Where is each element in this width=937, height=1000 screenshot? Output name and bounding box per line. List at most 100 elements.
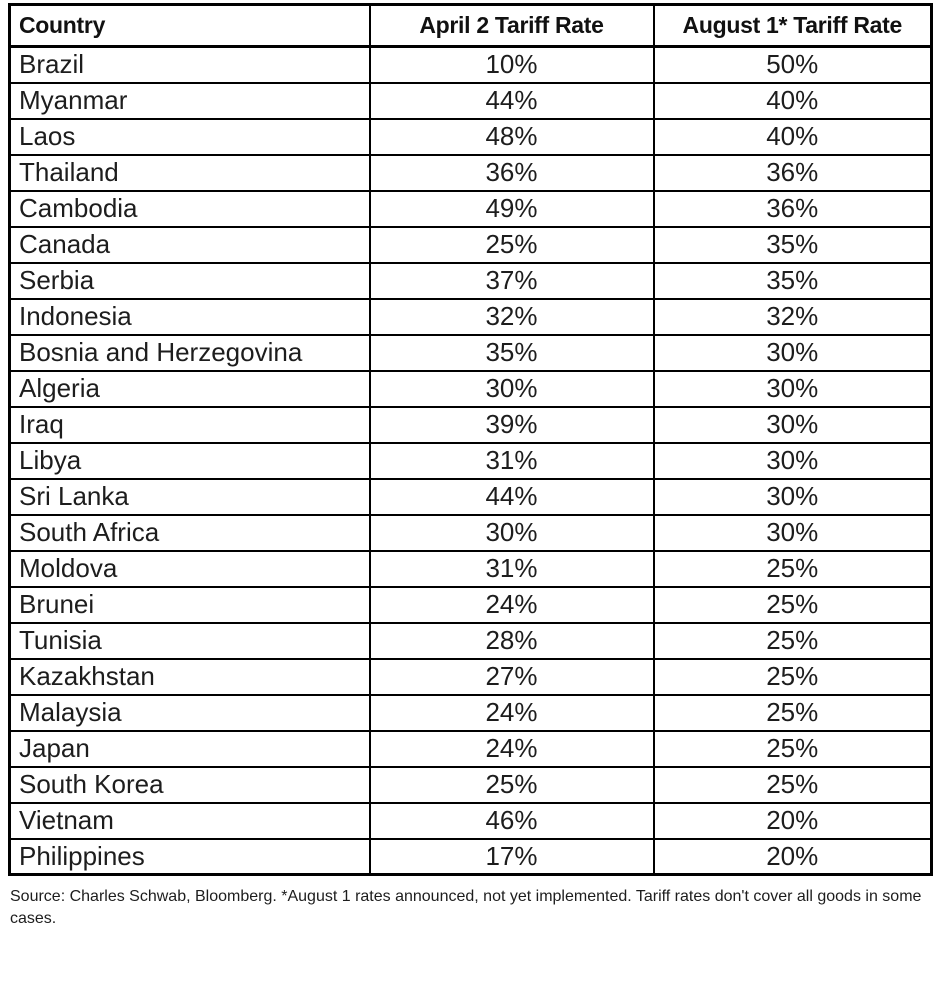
table-row: Bosnia and Herzegovina 35% 30% bbox=[8, 333, 933, 372]
april-2-rate-cell: 27% bbox=[368, 657, 655, 696]
august-1-rate-cell: 30% bbox=[652, 405, 933, 444]
country-cell: Japan bbox=[8, 729, 371, 768]
august-1-rate-cell: 25% bbox=[652, 693, 933, 732]
table-row: Iraq 39% 30% bbox=[8, 405, 933, 444]
country-cell: South Africa bbox=[8, 513, 371, 552]
country-cell: Philippines bbox=[8, 837, 371, 876]
country-cell: Malaysia bbox=[8, 693, 371, 732]
country-cell: Moldova bbox=[8, 549, 371, 588]
country-cell: Serbia bbox=[8, 261, 371, 300]
table-row: Philippines 17% 20% bbox=[8, 837, 933, 876]
country-cell: Tunisia bbox=[8, 621, 371, 660]
april-2-rate-cell: 24% bbox=[368, 729, 655, 768]
august-1-rate-cell: 40% bbox=[652, 117, 933, 156]
country-cell: Cambodia bbox=[8, 189, 371, 228]
august-1-rate-cell: 35% bbox=[652, 261, 933, 300]
april-2-rate-cell: 46% bbox=[368, 801, 655, 840]
april-2-rate-cell: 10% bbox=[368, 45, 655, 84]
table-row: Libya 31% 30% bbox=[8, 441, 933, 480]
april-2-rate-cell: 48% bbox=[368, 117, 655, 156]
april-2-rate-cell: 44% bbox=[368, 81, 655, 120]
country-cell: Libya bbox=[8, 441, 371, 480]
april-2-rate-cell: 17% bbox=[368, 837, 655, 876]
header-row: Country April 2 Tariff Rate August 1* Ta… bbox=[8, 3, 933, 48]
april-2-rate-cell: 24% bbox=[368, 585, 655, 624]
country-cell: South Korea bbox=[8, 765, 371, 804]
table-row: Cambodia 49% 36% bbox=[8, 189, 933, 228]
august-1-rate-cell: 30% bbox=[652, 477, 933, 516]
august-1-rate-cell: 20% bbox=[652, 801, 933, 840]
table-row: Japan 24% 25% bbox=[8, 729, 933, 768]
august-1-rate-cell: 25% bbox=[652, 549, 933, 588]
country-cell: Sri Lanka bbox=[8, 477, 371, 516]
column-header-april-2-tariff-rate: April 2 Tariff Rate bbox=[368, 3, 655, 48]
table-body: Brazil 10% 50% Myanmar 44% 40% Laos 48% … bbox=[8, 45, 933, 876]
column-header-country: Country bbox=[8, 3, 371, 48]
april-2-rate-cell: 37% bbox=[368, 261, 655, 300]
country-cell: Myanmar bbox=[8, 81, 371, 120]
table-row: Tunisia 28% 25% bbox=[8, 621, 933, 660]
country-cell: Indonesia bbox=[8, 297, 371, 336]
table-row: Malaysia 24% 25% bbox=[8, 693, 933, 732]
april-2-rate-cell: 44% bbox=[368, 477, 655, 516]
august-1-rate-cell: 40% bbox=[652, 81, 933, 120]
august-1-rate-cell: 36% bbox=[652, 153, 933, 192]
april-2-rate-cell: 24% bbox=[368, 693, 655, 732]
country-cell: Kazakhstan bbox=[8, 657, 371, 696]
table-row: Canada 25% 35% bbox=[8, 225, 933, 264]
august-1-rate-cell: 32% bbox=[652, 297, 933, 336]
country-cell: Canada bbox=[8, 225, 371, 264]
table-row: Brunei 24% 25% bbox=[8, 585, 933, 624]
table-row: South Africa 30% 30% bbox=[8, 513, 933, 552]
april-2-rate-cell: 36% bbox=[368, 153, 655, 192]
april-2-rate-cell: 35% bbox=[368, 333, 655, 372]
august-1-rate-cell: 20% bbox=[652, 837, 933, 876]
august-1-rate-cell: 30% bbox=[652, 441, 933, 480]
august-1-rate-cell: 25% bbox=[652, 765, 933, 804]
april-2-rate-cell: 31% bbox=[368, 549, 655, 588]
april-2-rate-cell: 32% bbox=[368, 297, 655, 336]
table-row: Moldova 31% 25% bbox=[8, 549, 933, 588]
august-1-rate-cell: 25% bbox=[652, 657, 933, 696]
august-1-rate-cell: 25% bbox=[652, 729, 933, 768]
april-2-rate-cell: 28% bbox=[368, 621, 655, 660]
april-2-rate-cell: 31% bbox=[368, 441, 655, 480]
tariff-table: Country April 2 Tariff Rate August 1* Ta… bbox=[8, 3, 933, 876]
table-row: Sri Lanka 44% 30% bbox=[8, 477, 933, 516]
august-1-rate-cell: 25% bbox=[652, 585, 933, 624]
source-footnote: Source: Charles Schwab, Bloomberg. *Augu… bbox=[10, 888, 922, 927]
april-2-rate-cell: 30% bbox=[368, 513, 655, 552]
august-1-rate-cell: 30% bbox=[652, 369, 933, 408]
country-cell: Brazil bbox=[8, 45, 371, 84]
country-cell: Bosnia and Herzegovina bbox=[8, 333, 371, 372]
country-cell: Algeria bbox=[8, 369, 371, 408]
august-1-rate-cell: 35% bbox=[652, 225, 933, 264]
country-cell: Iraq bbox=[8, 405, 371, 444]
april-2-rate-cell: 30% bbox=[368, 369, 655, 408]
table-row: Brazil 10% 50% bbox=[8, 45, 933, 84]
table-row: Kazakhstan 27% 25% bbox=[8, 657, 933, 696]
column-header-august-1-tariff-rate: August 1* Tariff Rate bbox=[652, 3, 933, 48]
table-row: Algeria 30% 30% bbox=[8, 369, 933, 408]
country-cell: Vietnam bbox=[8, 801, 371, 840]
table-row: Thailand 36% 36% bbox=[8, 153, 933, 192]
august-1-rate-cell: 30% bbox=[652, 333, 933, 372]
table-row: Vietnam 46% 20% bbox=[8, 801, 933, 840]
april-2-rate-cell: 25% bbox=[368, 765, 655, 804]
table-row: Indonesia 32% 32% bbox=[8, 297, 933, 336]
august-1-rate-cell: 25% bbox=[652, 621, 933, 660]
country-cell: Brunei bbox=[8, 585, 371, 624]
country-cell: Laos bbox=[8, 117, 371, 156]
country-cell: Thailand bbox=[8, 153, 371, 192]
table-row: Laos 48% 40% bbox=[8, 117, 933, 156]
april-2-rate-cell: 39% bbox=[368, 405, 655, 444]
table-row: Serbia 37% 35% bbox=[8, 261, 933, 300]
april-2-rate-cell: 25% bbox=[368, 225, 655, 264]
table-row: South Korea 25% 25% bbox=[8, 765, 933, 804]
april-2-rate-cell: 49% bbox=[368, 189, 655, 228]
august-1-rate-cell: 30% bbox=[652, 513, 933, 552]
table-row: Myanmar 44% 40% bbox=[8, 81, 933, 120]
august-1-rate-cell: 36% bbox=[652, 189, 933, 228]
august-1-rate-cell: 50% bbox=[652, 45, 933, 84]
